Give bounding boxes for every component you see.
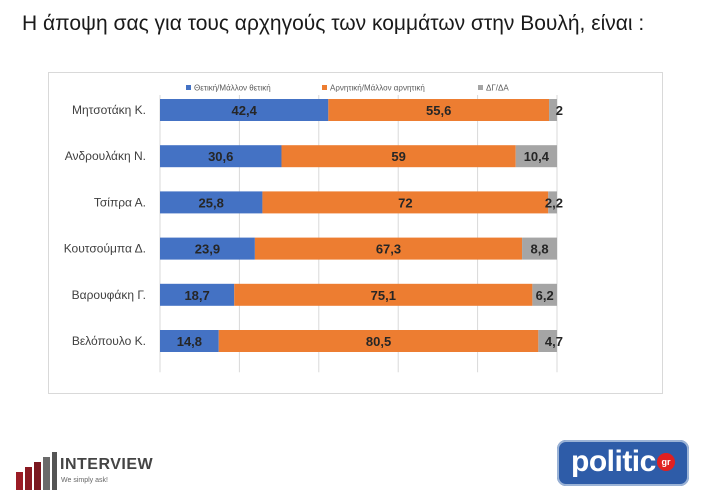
data-label: 23,9 <box>195 242 220 257</box>
bar-segment <box>538 330 557 352</box>
bar-segment <box>262 191 549 214</box>
legend-label: Θετική/Μάλλον θετική <box>194 84 271 93</box>
bar-segment <box>160 145 282 168</box>
legend-swatch <box>186 85 191 90</box>
category-label: Βαρουφάκη Γ. <box>72 288 146 302</box>
data-label: 25,8 <box>199 195 224 210</box>
data-label: 67,3 <box>376 242 401 257</box>
bar-segment <box>281 145 516 168</box>
interview-logo-tagline: We simply ask! <box>61 477 108 484</box>
bar-segment <box>328 99 550 121</box>
bar-segment <box>160 191 263 214</box>
category-label: Βελόπουλο Κ. <box>72 334 146 348</box>
politic-logo-suffix: gr <box>657 453 675 471</box>
bar-segment <box>515 145 557 168</box>
data-label: 55,6 <box>426 103 451 118</box>
legend-label: Αρνητική/Μάλλον αρνητική <box>330 84 425 93</box>
data-label: 30,6 <box>208 149 233 164</box>
category-label: Μητσοτάκη Κ. <box>72 103 146 117</box>
data-label: 59 <box>391 149 405 164</box>
bar-segment <box>160 237 255 260</box>
bar-segment <box>160 283 235 306</box>
page-title: Η άποψη σας για τους αρχηγούς των κομμάτ… <box>22 12 645 35</box>
data-label: 6,2 <box>536 288 554 303</box>
data-label: 4,7 <box>545 334 563 349</box>
data-label: 10,4 <box>524 149 550 164</box>
category-label: Κουτσούμπα Δ. <box>64 242 146 256</box>
politic-logo-text: politic <box>571 445 656 478</box>
legend-label: ΔΓ/ΔΑ <box>486 84 509 93</box>
data-label: 42,4 <box>232 103 258 118</box>
legend-swatch <box>322 85 327 90</box>
bar-segment <box>522 237 557 260</box>
data-label: 2,2 <box>545 195 563 210</box>
data-label: 18,7 <box>184 288 209 303</box>
bar-segment <box>234 283 533 306</box>
bar-segment <box>218 330 539 352</box>
data-label: 14,8 <box>177 334 202 349</box>
category-label: Ανδρουλάκη Ν. <box>65 149 146 163</box>
bar-segment <box>548 191 557 214</box>
bar-segment <box>254 237 523 260</box>
interview-logo-icon <box>16 452 57 490</box>
data-label: 75,1 <box>371 288 396 303</box>
data-label: 80,5 <box>366 334 391 349</box>
legend-swatch <box>478 85 483 90</box>
data-label: 8,8 <box>530 242 548 257</box>
data-label: 72 <box>398 195 412 210</box>
bar-segment <box>549 99 557 121</box>
data-label: 2 <box>556 103 563 118</box>
bar-segment <box>160 330 219 352</box>
category-label: Τσίπρα Α. <box>94 195 146 209</box>
stacked-bar-chart: Θετική/Μάλλον θετική Αρνητική/Μάλλον αρνη… <box>64 84 563 373</box>
bar-segment <box>160 99 329 121</box>
interview-logo-text: INTERVIEW <box>60 456 154 473</box>
bar-segment <box>532 283 557 306</box>
